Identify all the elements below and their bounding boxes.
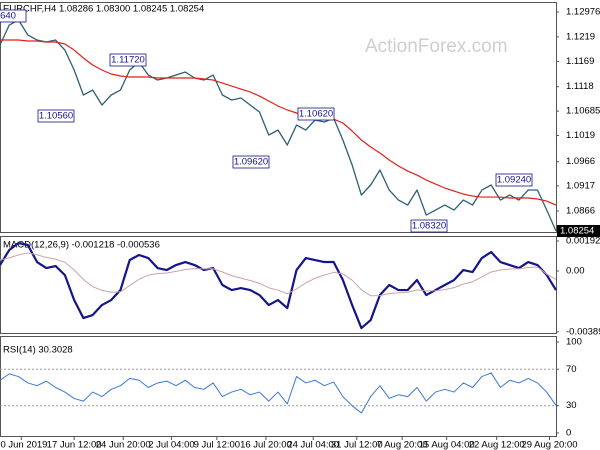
x-tick-label: 2 Jul 04:00 [148, 440, 194, 450]
x-tick-label: 15 Aug 04:00 [419, 440, 475, 450]
annotation: 1.09240 [497, 175, 531, 186]
series-line [0, 19, 557, 232]
x-tick-label: 29 Aug 20:00 [522, 440, 578, 450]
annotation: 1.10620 [299, 109, 333, 120]
x-tick-label: 10 Jun 2019 [0, 440, 47, 450]
y-tick-label: 1.1118 [566, 81, 594, 92]
y-tick-label: 1.0866 [566, 206, 595, 217]
series-line [0, 241, 557, 330]
price-tag [557, 225, 600, 238]
y-tick-label: 70 [566, 364, 577, 375]
y-tick-label: 1.1019 [566, 130, 595, 141]
series-line [0, 252, 557, 297]
y-tick-label: 1.1169 [566, 56, 594, 67]
annotation: 640 [0, 11, 16, 22]
y-tick-label: 1.12976 [566, 7, 600, 18]
annotation-box [410, 219, 448, 233]
y-tick-label: -0.003896 [566, 326, 600, 337]
annotation-box [109, 53, 147, 67]
annotation: 1.08320 [412, 221, 446, 232]
series-line [0, 372, 557, 414]
y-tick-label: 0 [566, 428, 571, 439]
annotation: 1.09620 [234, 157, 268, 168]
x-tick-label: 9 Jul 12:00 [194, 440, 240, 450]
annotation-box [0, 9, 27, 23]
rsi-panel [0, 336, 557, 437]
y-tick-label: 1.10685 [566, 106, 600, 117]
annotation: 1.10560 [39, 111, 73, 122]
y-tick-label: 1.0917 [566, 180, 595, 191]
panel-title: RSI(14) 30.3028 [3, 345, 73, 356]
y-tick-label: 0.00 [566, 266, 585, 277]
annotation: 1.11720 [111, 55, 145, 66]
panel-title: MACD(12,26,9) -0.001218 -0.000536 [3, 240, 160, 251]
x-tick-label: 16 Jul 20:00 [240, 440, 292, 450]
y-tick-label: 1.0966 [566, 156, 595, 167]
price-tag-label: 1.08254 [560, 226, 594, 237]
x-tick-label: 31 Jul 12:00 [331, 440, 383, 450]
x-tick-label: 22 Aug 12:00 [469, 440, 525, 450]
panel-title: EURCHF,H4 1.08286 1.08300 1.08245 1.0825… [3, 4, 204, 15]
macd-panel [0, 236, 557, 334]
annotation-box [37, 109, 75, 123]
price-panel [0, 2, 557, 233]
x-tick-label: 17 Jun 12:00 [47, 440, 102, 450]
y-tick-label: 30 [566, 400, 577, 411]
y-tick-label: 0.001923 [566, 236, 600, 247]
x-tick-label: 24 Jul 04:00 [287, 440, 339, 450]
y-tick-label: 100 [566, 337, 582, 348]
series-line [0, 39, 557, 206]
x-tick-label: 24 Jun 20:00 [96, 440, 151, 450]
annotation-box [297, 107, 335, 121]
x-tick-label: 7 Aug 20:00 [377, 440, 428, 450]
annotation-box [495, 173, 533, 187]
annotation-box [232, 155, 270, 169]
y-tick-label: 1.1219 [566, 31, 595, 42]
watermark: ActionForex.com [365, 36, 508, 57]
